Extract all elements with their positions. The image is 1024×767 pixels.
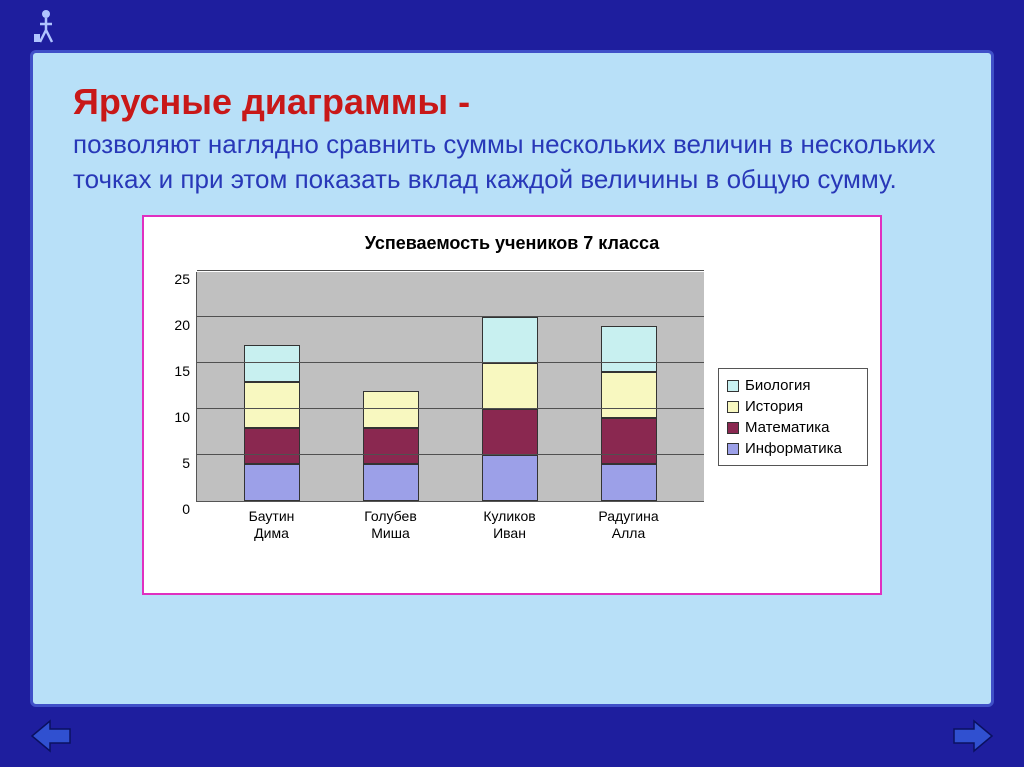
x-tick-label: РадугинаАлла bbox=[584, 508, 674, 542]
bar-segment bbox=[482, 317, 538, 363]
legend-item: Информатика bbox=[727, 438, 859, 459]
bar-segment bbox=[363, 391, 419, 428]
prev-button[interactable] bbox=[30, 719, 72, 753]
y-tick-label: 20 bbox=[174, 317, 190, 333]
bar-segment bbox=[482, 455, 538, 501]
y-tick-label: 5 bbox=[182, 455, 190, 471]
legend-swatch bbox=[727, 401, 739, 413]
chart-legend: Биология История Математика Информатика bbox=[718, 368, 868, 466]
bar-stack bbox=[482, 317, 538, 501]
chart-container: Успеваемость учеников 7 класса 0 5 10 15 20 2… bbox=[142, 215, 882, 595]
bar-segment bbox=[601, 418, 657, 464]
grid-line bbox=[197, 454, 704, 455]
y-tick-label: 15 bbox=[174, 363, 190, 379]
bar-stack bbox=[244, 345, 300, 501]
grid-line bbox=[197, 362, 704, 363]
grid-line bbox=[197, 316, 704, 317]
legend-item: История bbox=[727, 396, 859, 417]
legend-label: Математика bbox=[745, 419, 830, 436]
legend-label: История bbox=[745, 398, 803, 415]
y-tick-label: 0 bbox=[182, 501, 190, 517]
grid-line bbox=[197, 408, 704, 409]
bar-segment bbox=[601, 372, 657, 418]
y-axis: 0510152025 bbox=[156, 272, 196, 502]
x-axis-labels: БаутинДима ГолубевМиша КуликовИван Радугина… bbox=[196, 502, 704, 542]
legend-item: Математика bbox=[727, 417, 859, 438]
slide-subtitle: позволяют наглядно сравнить суммы нескол… bbox=[73, 127, 951, 197]
bar-segment bbox=[244, 345, 300, 382]
legend-swatch bbox=[727, 443, 739, 455]
bar-segment bbox=[482, 363, 538, 409]
legend-swatch bbox=[727, 422, 739, 434]
bar-segment bbox=[244, 382, 300, 428]
next-button[interactable] bbox=[952, 719, 994, 753]
plot-area bbox=[196, 272, 704, 502]
bar-segment bbox=[363, 464, 419, 501]
chart-title: Успеваемость учеников 7 класса bbox=[156, 233, 868, 254]
y-tick-label: 25 bbox=[174, 271, 190, 287]
bar-segment bbox=[601, 464, 657, 501]
legend-label: Биология bbox=[745, 377, 810, 394]
legend-swatch bbox=[727, 380, 739, 392]
legend-label: Информатика bbox=[745, 440, 842, 457]
bar-segment bbox=[482, 409, 538, 455]
x-tick-label: БаутинДима bbox=[227, 508, 317, 542]
bar-segment bbox=[363, 428, 419, 465]
y-tick-label: 10 bbox=[174, 409, 190, 425]
bar-segment bbox=[244, 428, 300, 465]
bar-segment bbox=[601, 326, 657, 372]
grid-line bbox=[197, 270, 704, 271]
bar-segment bbox=[244, 464, 300, 501]
x-tick-label: ГолубевМиша bbox=[346, 508, 436, 542]
legend-item: Биология bbox=[727, 375, 859, 396]
slide-content: Ярусные диаграммы - позволяют наглядно с… bbox=[30, 50, 994, 707]
bar-stack bbox=[601, 326, 657, 501]
logo-icon bbox=[30, 8, 62, 44]
x-tick-label: КуликовИван bbox=[465, 508, 555, 542]
slide-title: Ярусные диаграммы - bbox=[73, 81, 951, 123]
